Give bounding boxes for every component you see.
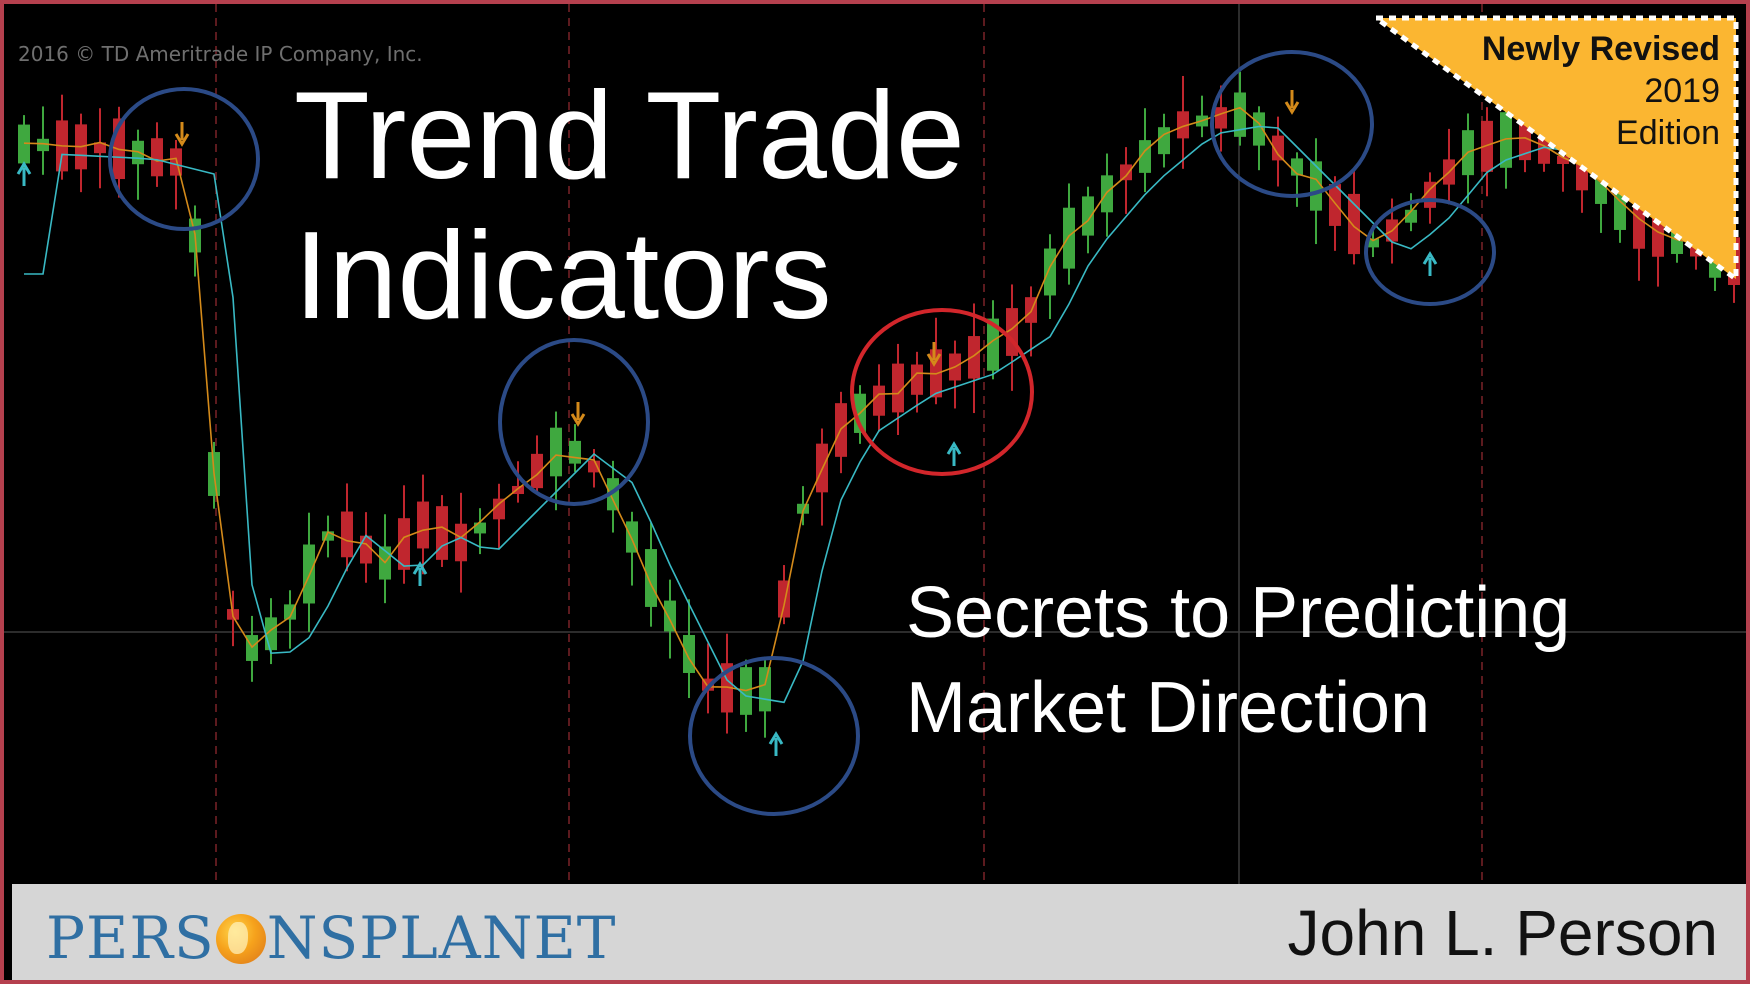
candle-body bbox=[284, 604, 296, 620]
candle-body bbox=[512, 485, 524, 495]
badge-line-3: Edition bbox=[1616, 114, 1720, 152]
candlestick-chart bbox=[4, 4, 1746, 884]
candle-body bbox=[436, 506, 448, 560]
candle-body bbox=[987, 318, 999, 371]
logo-text-right: NSPLANET bbox=[266, 904, 617, 972]
slow-moving-average-line bbox=[24, 125, 1735, 704]
author-name: John L. Person bbox=[1287, 897, 1719, 969]
candle-body bbox=[797, 503, 809, 514]
signal-circle-3 bbox=[688, 656, 860, 816]
candle-body bbox=[1215, 107, 1227, 129]
subtitle: Secrets to Predicting Market Direction bbox=[906, 566, 1570, 756]
arrow-up-icon-5 bbox=[768, 731, 784, 756]
candle-body bbox=[398, 518, 410, 570]
arrow-up-icon-3 bbox=[412, 561, 428, 586]
globe-icon bbox=[215, 914, 266, 964]
arrow-up-icon-9 bbox=[1422, 251, 1438, 276]
candle-body bbox=[322, 531, 334, 541]
candle-body bbox=[493, 498, 505, 520]
title-line-2: Indicators bbox=[294, 207, 832, 345]
candle-body bbox=[569, 440, 581, 464]
candle-body bbox=[1481, 120, 1493, 172]
logo-text-left: PERS bbox=[46, 904, 215, 972]
candle-body bbox=[1082, 196, 1094, 236]
candle-body bbox=[588, 460, 600, 473]
candle-body bbox=[1101, 175, 1113, 213]
arrow-down-icon-8 bbox=[1284, 90, 1300, 115]
candle-body bbox=[1405, 209, 1417, 223]
signal-circle-4 bbox=[1210, 50, 1374, 198]
footer-bar: PERS NSPLANET John L. Person bbox=[12, 884, 1746, 980]
signal-circle-6 bbox=[850, 308, 1034, 476]
candle-body bbox=[1500, 112, 1512, 168]
candle-body bbox=[1348, 193, 1360, 255]
signal-circle-1 bbox=[108, 87, 260, 231]
candle-body bbox=[683, 635, 695, 673]
candle-body bbox=[1044, 248, 1056, 296]
arrow-down-icon-6 bbox=[926, 342, 942, 367]
candle-body bbox=[664, 600, 676, 632]
candle-body bbox=[455, 523, 467, 562]
candle-body bbox=[1063, 207, 1075, 269]
candle-body bbox=[911, 364, 923, 395]
arrow-up-icon-7 bbox=[946, 441, 962, 466]
subtitle-line-2: Market Direction bbox=[906, 668, 1431, 748]
arrow-down-icon-4 bbox=[570, 402, 586, 427]
candle-body bbox=[1329, 184, 1341, 226]
fast-moving-average-line bbox=[23, 106, 1735, 692]
candle-body bbox=[1158, 127, 1170, 155]
candle-body bbox=[1367, 238, 1379, 248]
candle-body bbox=[1272, 135, 1284, 161]
candle-body bbox=[645, 549, 657, 607]
candle-body bbox=[607, 478, 619, 511]
candle-body bbox=[892, 363, 904, 413]
candle-body bbox=[968, 336, 980, 379]
candle-body bbox=[1234, 92, 1246, 137]
edition-badge-text: Newly Revised 2019 Edition bbox=[1482, 28, 1720, 154]
candle-body bbox=[341, 511, 353, 558]
candle-body bbox=[417, 501, 429, 549]
badge-line-2: 2019 bbox=[1644, 72, 1720, 110]
candle-body bbox=[873, 385, 885, 416]
candle-body bbox=[37, 138, 49, 152]
title-line-1: Trend Trade bbox=[294, 67, 965, 205]
arrow-down-icon-2 bbox=[174, 122, 190, 147]
candle-body bbox=[759, 667, 771, 712]
candle-body bbox=[531, 453, 543, 489]
signal-circle-5 bbox=[1364, 198, 1496, 306]
copyright-notice: 2016 © TD Ameritrade IP Company, Inc. bbox=[18, 42, 423, 66]
candle-body bbox=[1557, 155, 1569, 165]
edition-badge-shape bbox=[1368, 15, 1739, 284]
candle-body bbox=[474, 522, 486, 534]
candle-body bbox=[151, 138, 163, 177]
subtitle-line-1: Secrets to Predicting bbox=[906, 573, 1571, 653]
candle-body bbox=[170, 148, 182, 176]
candle-body bbox=[550, 427, 562, 477]
badge-line-1: Newly Revised bbox=[1481, 30, 1720, 68]
signal-circle-2 bbox=[498, 338, 650, 506]
edition-badge bbox=[1368, 15, 1739, 284]
candle-body bbox=[1120, 164, 1132, 181]
candle-body bbox=[1310, 161, 1322, 211]
personsplanet-logo: PERS NSPLANET bbox=[46, 904, 616, 972]
candle-body bbox=[1177, 111, 1189, 139]
candle-body bbox=[94, 142, 106, 154]
page-title: Trend Trade Indicators bbox=[294, 66, 965, 346]
arrow-up-icon-1 bbox=[16, 161, 32, 186]
